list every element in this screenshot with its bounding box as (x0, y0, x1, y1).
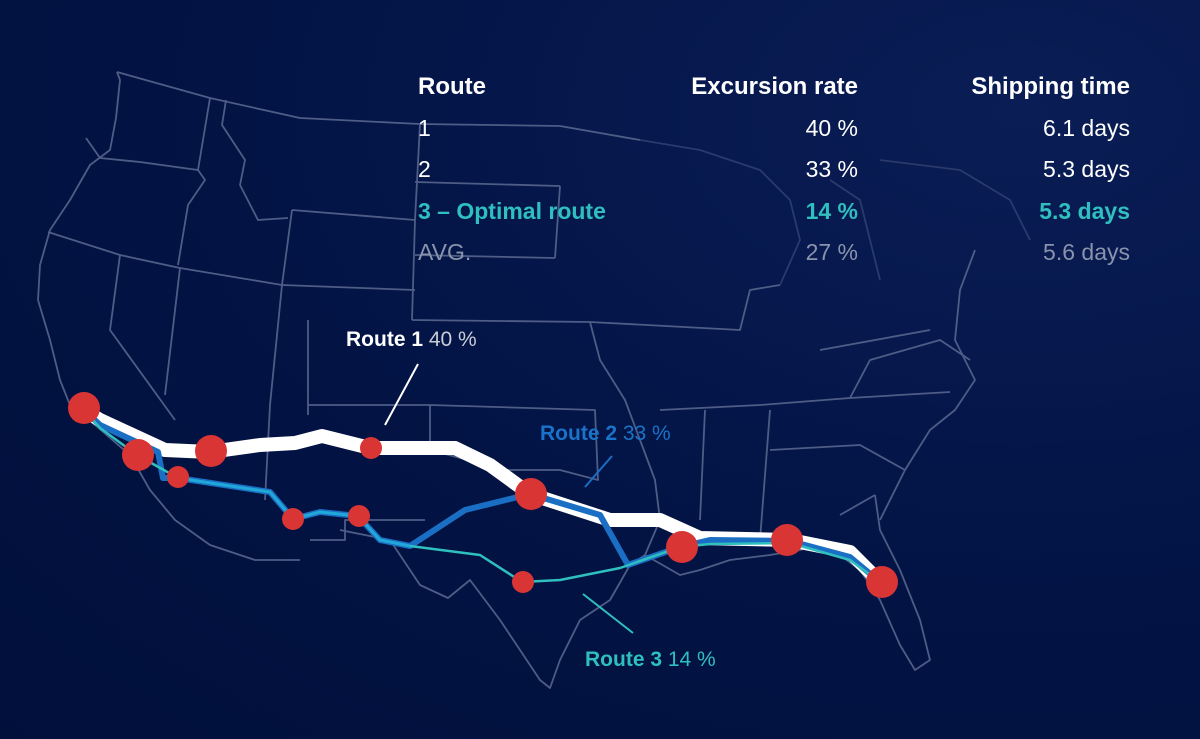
route-2-name: Route 2 (540, 422, 618, 445)
route-2-callout-line (584, 455, 613, 488)
table-row-optimal: 3 – Optimal route 14 % 5.3 days (418, 191, 1130, 233)
route-cell: AVG. (418, 239, 472, 266)
stop-marker[interactable] (282, 508, 304, 530)
route-3-pct: 14 % (667, 648, 716, 671)
excursion-rate-cell: 27 % (805, 239, 858, 266)
table-row: 1 40 % 6.1 days (418, 108, 1130, 150)
route-cell: 2 (418, 156, 431, 183)
table-header: Route Excursion rate Shipping time (418, 66, 1130, 108)
table-row-average: AVG. 27 % 5.6 days (418, 232, 1130, 274)
shipping-time-cell: 5.3 days (1039, 197, 1130, 224)
header-excursion-rate: Excursion rate (691, 72, 858, 100)
route-2-pct: 33 % (622, 422, 671, 445)
excursion-rate-cell: 14 % (805, 197, 858, 224)
route-3-name: Route 3 (585, 648, 663, 671)
shipping-time-cell: 6.1 days (1043, 114, 1130, 141)
route-3-callout-line (582, 593, 634, 634)
stop-marker[interactable] (68, 392, 100, 424)
stop-marker[interactable] (866, 566, 898, 598)
route-1-label: Route 1 40 % (346, 328, 477, 352)
stop-marker[interactable] (515, 478, 547, 510)
route-1-pct: 40 % (428, 328, 477, 351)
table-row: 2 33 % 5.3 days (418, 149, 1130, 191)
route-3-label: Route 3 14 % (585, 648, 716, 672)
route-1-callout-line (384, 363, 419, 426)
route-2-label: Route 2 33 % (540, 422, 671, 446)
header-route: Route (418, 72, 486, 100)
stop-marker[interactable] (771, 524, 803, 556)
stop-markers (68, 392, 898, 598)
stop-marker[interactable] (167, 466, 189, 488)
stop-marker[interactable] (360, 437, 382, 459)
stop-marker[interactable] (666, 531, 698, 563)
stop-marker[interactable] (122, 439, 154, 471)
stop-marker[interactable] (195, 435, 227, 467)
shipping-time-cell: 5.3 days (1043, 156, 1130, 183)
excursion-rate-cell: 40 % (805, 114, 858, 141)
stop-marker[interactable] (348, 505, 370, 527)
stop-marker[interactable] (512, 571, 534, 593)
shipping-time-cell: 5.6 days (1043, 239, 1130, 266)
header-shipping-time: Shipping time (971, 72, 1130, 100)
route-1-name: Route 1 (346, 328, 424, 351)
route-comparison-table: Route Excursion rate Shipping time 1 40 … (418, 66, 1130, 274)
route-cell: 1 (418, 114, 431, 141)
excursion-rate-cell: 33 % (805, 156, 858, 183)
route-cell: 3 – Optimal route (418, 197, 606, 224)
